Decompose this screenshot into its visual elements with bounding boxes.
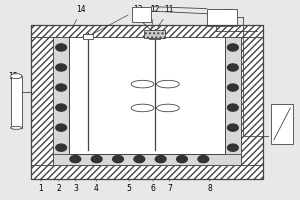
Circle shape xyxy=(56,64,67,71)
Text: 6: 6 xyxy=(151,179,155,193)
Bar xyxy=(241,37,263,165)
Circle shape xyxy=(91,156,102,163)
Text: 11: 11 xyxy=(158,5,174,27)
Text: 1: 1 xyxy=(39,179,44,193)
Bar xyxy=(31,37,53,165)
Text: 8: 8 xyxy=(207,179,212,193)
Circle shape xyxy=(227,144,238,151)
Text: 3: 3 xyxy=(73,179,78,193)
Text: 4: 4 xyxy=(94,179,99,193)
Circle shape xyxy=(227,64,238,71)
Circle shape xyxy=(155,156,166,163)
Bar xyxy=(225,37,241,165)
Circle shape xyxy=(198,156,209,163)
Bar xyxy=(31,25,263,179)
Text: 12: 12 xyxy=(150,5,159,34)
Circle shape xyxy=(227,84,238,91)
Circle shape xyxy=(227,104,238,111)
Circle shape xyxy=(177,156,188,163)
Bar xyxy=(149,34,160,39)
Bar xyxy=(132,7,152,22)
Text: 7: 7 xyxy=(167,179,172,193)
Circle shape xyxy=(112,156,123,163)
Text: 15: 15 xyxy=(8,72,21,99)
Bar xyxy=(31,25,263,37)
Bar xyxy=(11,76,22,128)
Bar xyxy=(53,154,241,165)
Text: 13: 13 xyxy=(91,5,143,35)
Text: 9: 9 xyxy=(282,119,291,132)
Ellipse shape xyxy=(11,126,22,129)
Bar xyxy=(82,34,93,39)
Circle shape xyxy=(56,84,67,91)
Bar xyxy=(31,165,263,179)
Text: 10: 10 xyxy=(223,9,232,18)
Text: 5: 5 xyxy=(127,179,131,193)
Bar xyxy=(144,30,165,38)
Circle shape xyxy=(134,156,145,163)
Text: 14: 14 xyxy=(72,5,86,28)
Circle shape xyxy=(56,44,67,51)
Bar xyxy=(69,37,225,154)
Text: 2: 2 xyxy=(56,179,61,193)
Circle shape xyxy=(227,44,238,51)
Circle shape xyxy=(70,156,81,163)
Bar xyxy=(207,9,237,26)
Ellipse shape xyxy=(11,74,22,79)
Bar xyxy=(53,37,69,165)
Circle shape xyxy=(56,104,67,111)
Circle shape xyxy=(56,124,67,131)
Bar xyxy=(271,104,293,144)
Circle shape xyxy=(227,124,238,131)
Circle shape xyxy=(56,144,67,151)
